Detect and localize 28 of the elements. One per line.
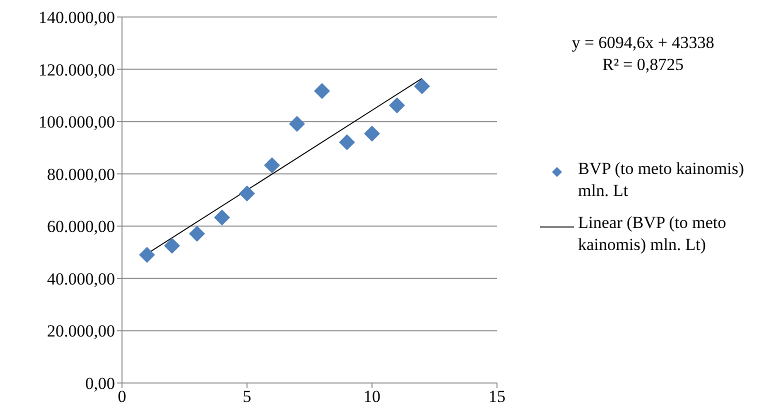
x-tick-label: 10 — [364, 387, 380, 406]
point — [414, 78, 430, 94]
point — [214, 210, 230, 226]
y-tick-label: 40.000,00 — [47, 269, 115, 288]
legend-label: BVP (to meto kainomis) mln. Lt — [578, 158, 746, 202]
text: R² = 0,8725 — [601, 54, 685, 76]
point — [264, 157, 280, 174]
y-tick-label: 60.000,00 — [47, 217, 115, 236]
point — [364, 126, 380, 142]
x-tick-label: 5 — [242, 387, 252, 406]
point — [139, 246, 155, 263]
point — [164, 238, 180, 254]
point — [189, 226, 205, 242]
point — [314, 82, 330, 99]
x-tick-label: 15 — [488, 387, 506, 406]
legend-label: Linear (BVP (to meto kainomis) mln. Lt) — [578, 212, 728, 256]
point — [339, 134, 355, 150]
point — [289, 116, 305, 132]
text: y = 6094,6x + 43338 — [570, 32, 716, 54]
y-tick-label: 80.000,00 — [47, 164, 115, 184]
y-tick-label: 0,00 — [85, 374, 115, 394]
y-tick-label: 140.000,00 — [38, 8, 115, 28]
y-tick-label: 20.000,00 — [47, 322, 115, 341]
point — [239, 185, 255, 202]
y-tick-label: 120.000,00 — [38, 60, 115, 80]
x-tick-label: 0 — [118, 387, 126, 406]
y-tick-label: 100.000,00 — [38, 112, 115, 132]
point — [389, 97, 405, 114]
